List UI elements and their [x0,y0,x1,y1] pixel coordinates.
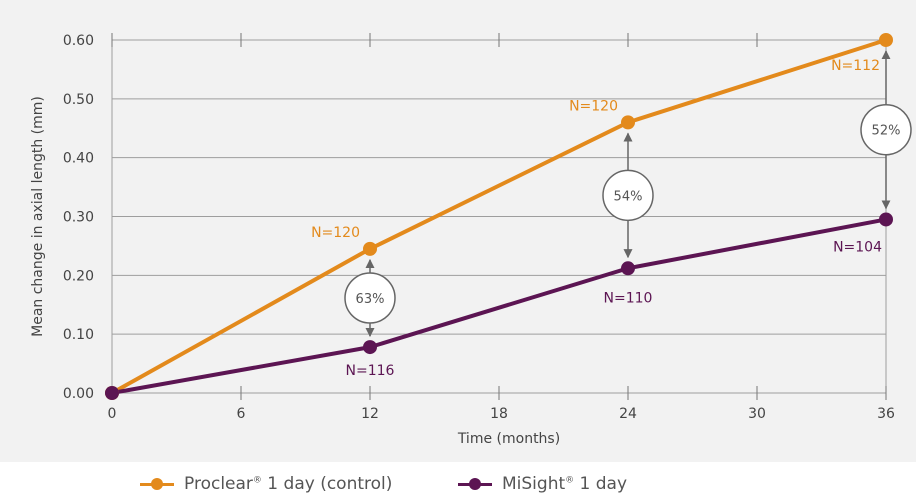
y-tick-label: 0.30 [63,210,94,226]
x-axis-title: Time (months) [457,431,560,447]
series-line-proclear [111,38,887,395]
data-point-misight [363,340,377,355]
x-tick-label: 12 [361,406,379,422]
x-tick-label: 18 [490,406,508,422]
x-tick-label: 6 [237,406,246,422]
data-point-proclear [621,115,635,130]
legend-item-proclear: Proclear® 1 day (control) [140,474,392,494]
percent-label: 63% [356,292,385,307]
data-point-proclear [879,33,893,47]
axial-length-chart: 0.00 0.10 0.20 0.30 0.40 0.50 0.60 0 6 12 18 24 30 36… [30,33,912,447]
percent-circle [860,103,912,156]
y-tick-label: 0.40 [63,151,94,167]
legend-swatch-proclear [140,477,174,491]
y-tick-label: 0.60 [63,33,94,49]
x-tick-label: 30 [748,406,766,422]
data-point-misight [879,212,893,227]
n-label-misight: N=110 [604,290,653,306]
y-tick-label: 0.20 [63,268,94,284]
data-point-misight [621,261,635,276]
data-point-misight [105,386,119,400]
y-axis-title: Mean change in axial length (mm) [30,96,46,337]
legend-swatch-misight [458,477,492,491]
legend-item-misight: MiSight® 1 day [458,474,627,494]
legend: Proclear® 1 day (control) MiSight® 1 day [0,470,916,501]
x-tick-label: 24 [619,406,637,422]
y-tick-label: 0.10 [63,327,94,343]
percent-label: 54% [614,189,643,204]
percent-circle [602,169,654,222]
series-line-misight [111,217,887,395]
data-point-proclear [363,241,377,256]
x-tick-label: 0 [108,406,117,422]
y-tick-label: 0.50 [63,92,94,108]
x-tick-label: 36 [877,406,895,422]
legend-label-proclear: Proclear® 1 day (control) [184,474,393,494]
n-label-misight: N=104 [833,239,882,255]
percent-circle [344,272,396,324]
n-label-proclear: N=120 [311,225,360,241]
n-label-proclear: N=112 [831,58,880,74]
percent-label: 52% [872,124,901,139]
n-label-misight: N=116 [346,363,395,379]
y-tick-label: 0.00 [63,386,94,402]
n-label-proclear: N=120 [569,98,618,114]
legend-label-misight: MiSight® 1 day [502,474,628,494]
